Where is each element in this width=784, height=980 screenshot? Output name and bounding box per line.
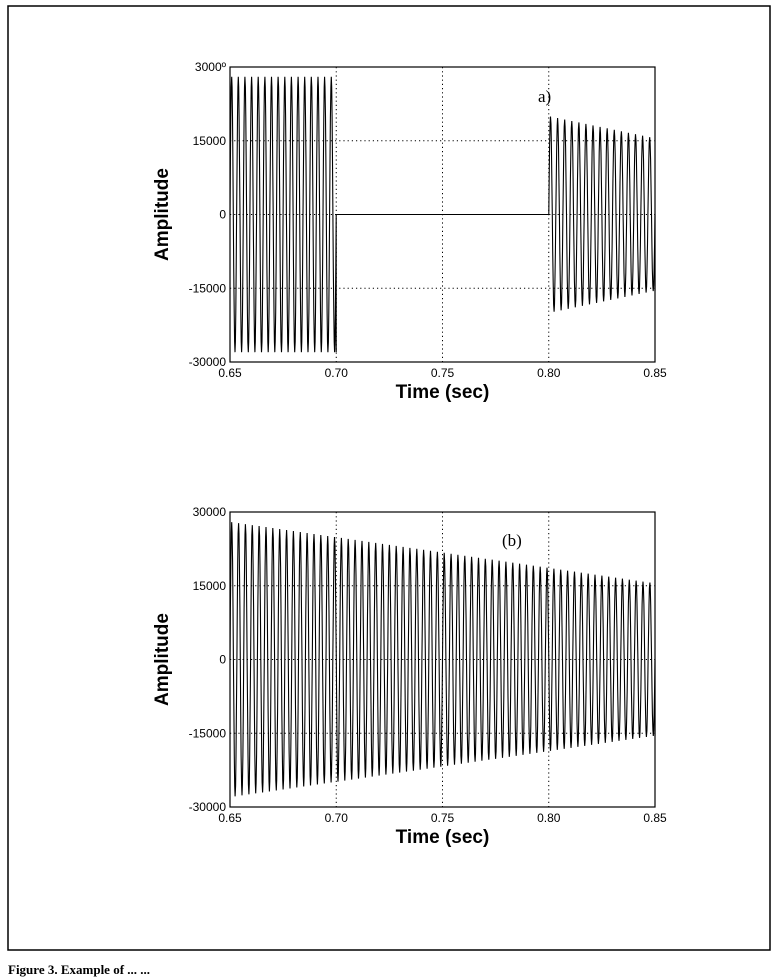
x-axis-title: Time (sec) bbox=[396, 382, 490, 403]
plots-layer: 0.65 0.70 0.75 0.80 0.85 3000º 15000 0 -15000 -30… bbox=[152, 60, 667, 848]
y-tick-label: 3000º bbox=[195, 60, 227, 74]
chart-panel-a: 0.65 0.70 0.75 0.80 0.85 3000º 15000 0 -15000 -30… bbox=[152, 60, 667, 403]
y-tick-label: -15000 bbox=[189, 281, 227, 295]
x-axis-title: Time (sec) bbox=[396, 827, 490, 848]
x-tick-label: 0.80 bbox=[537, 811, 561, 825]
y-tick-label: 30000 bbox=[193, 505, 227, 519]
x-tick-label: 0.75 bbox=[431, 366, 455, 380]
y-tick-label: 0 bbox=[219, 208, 226, 222]
x-tick-label: 0.80 bbox=[537, 366, 561, 380]
y-tick-label: -30000 bbox=[189, 355, 227, 369]
panel-annotation: a) bbox=[538, 87, 551, 106]
figure-caption: Figure 3. Example of ... ... bbox=[8, 962, 150, 977]
plot-frame bbox=[229, 511, 656, 808]
x-tick-label: 0.65 bbox=[218, 811, 242, 825]
y-tick-label: 15000 bbox=[193, 579, 227, 593]
y-axis-title: Amplitude bbox=[152, 168, 173, 261]
x-tick-label: 0.85 bbox=[643, 811, 667, 825]
plot-frame bbox=[229, 66, 656, 363]
waveform-series bbox=[229, 76, 656, 353]
x-tick-label: 0.85 bbox=[643, 366, 667, 380]
y-tick-label: -30000 bbox=[189, 800, 227, 814]
y-tick-label: 0 bbox=[219, 653, 226, 667]
page-border bbox=[7, 5, 771, 951]
x-tick-label: 0.70 bbox=[325, 366, 349, 380]
y-tick-label: 15000 bbox=[193, 134, 227, 148]
x-tick-label: 0.65 bbox=[218, 366, 242, 380]
y-axis-title: Amplitude bbox=[152, 613, 173, 706]
panel-annotation: (b) bbox=[502, 531, 522, 550]
x-tick-label: 0.75 bbox=[431, 811, 455, 825]
y-tick-label: -15000 bbox=[189, 726, 227, 740]
x-tick-label: 0.70 bbox=[325, 811, 349, 825]
chart-panel-b: 0.65 0.70 0.75 0.80 0.85 30000 15000 0 -15000 -30… bbox=[152, 505, 667, 848]
